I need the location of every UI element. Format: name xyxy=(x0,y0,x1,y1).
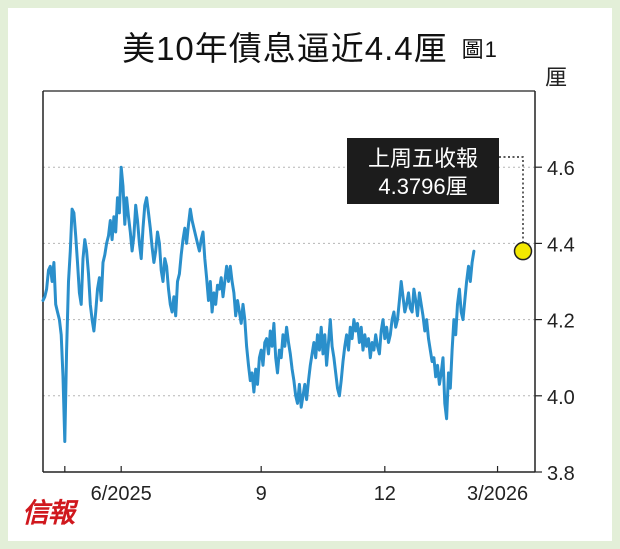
x-tick-label: 9 xyxy=(256,483,267,505)
x-tick-label: 6/2025 xyxy=(91,483,152,505)
figure-label: 圖1 xyxy=(461,37,498,62)
y-tick-label: 3.8 xyxy=(547,463,575,485)
x-tick-label: 12 xyxy=(374,483,396,505)
line-chart: 3.8 4.0 4.2 4.4 4.6 厘 6/2025 9 12 3/2026 上周五收報 4.37… xyxy=(41,65,575,505)
title-text: 美10年債息逼近4.4厘 xyxy=(122,30,448,67)
chart-title: 美10年債息逼近4.4厘 圖1 xyxy=(8,22,612,70)
last-point-marker xyxy=(513,241,533,261)
annotation-line2: 4.3796厘 xyxy=(378,174,467,199)
y-tick-label: 4.6 xyxy=(547,158,575,180)
y-tick-label: 4.2 xyxy=(547,311,575,333)
annotation-box xyxy=(347,138,499,204)
series-line xyxy=(41,165,476,443)
y-axis-unit: 厘 xyxy=(545,65,567,90)
y-tick-label: 4.0 xyxy=(547,387,575,409)
hkej-logo: 信報 xyxy=(22,498,75,529)
annotation-leader xyxy=(499,156,524,243)
x-tick-label: 3/2026 xyxy=(467,483,528,505)
y-tick-label: 4.4 xyxy=(547,234,575,256)
annotation-line1: 上周五收報 xyxy=(368,146,478,171)
chart-card: 美10年債息逼近4.4厘 圖1 3.8 4.0 4.2 4.4 4.6 厘 6/2025 9 12… xyxy=(8,8,612,541)
